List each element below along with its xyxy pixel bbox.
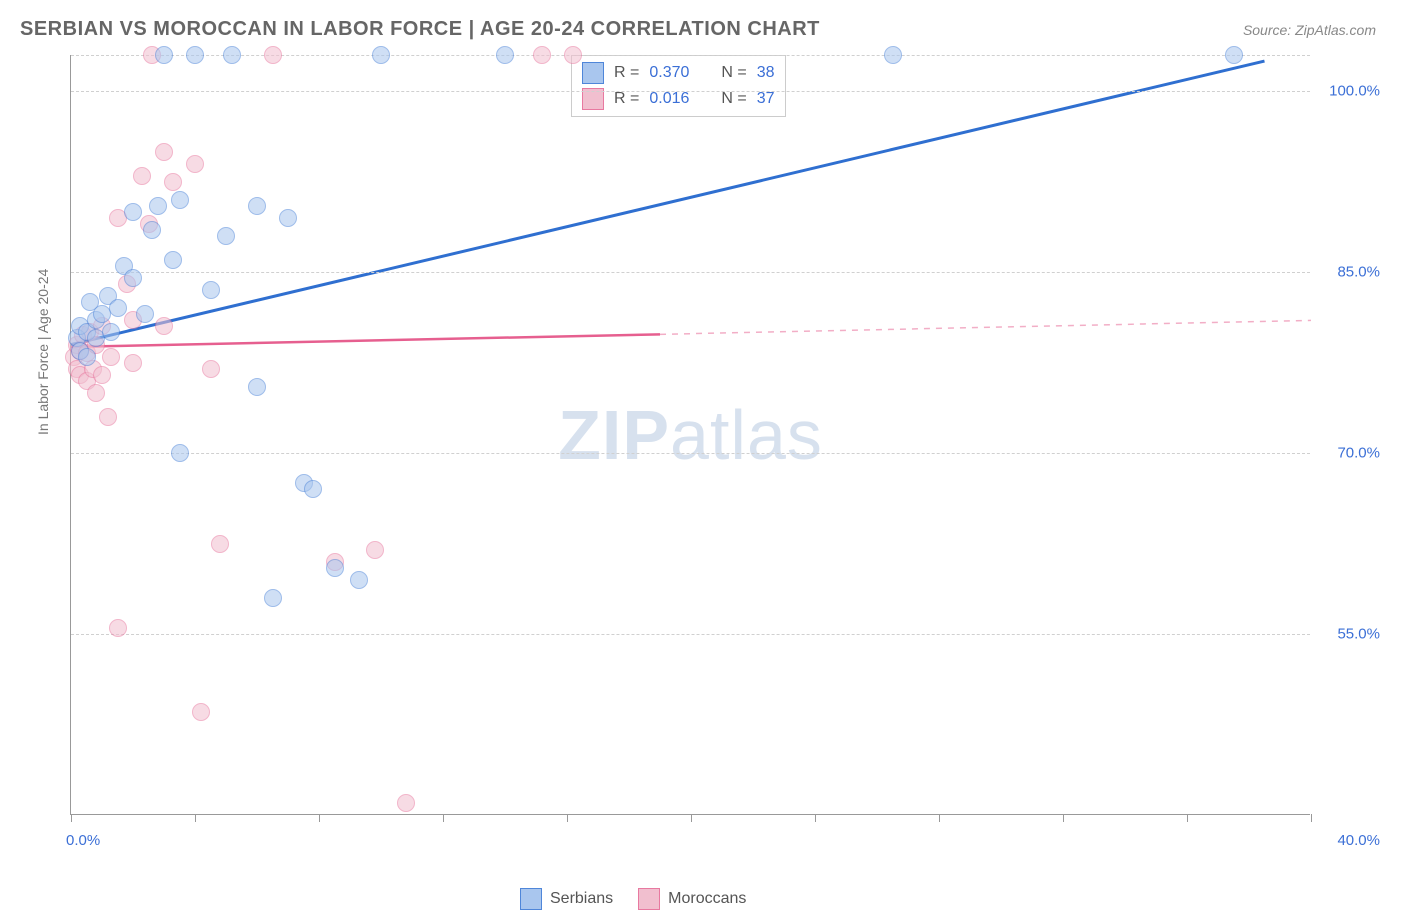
point-moroccan: [155, 143, 173, 161]
legend-item-moroccans: Moroccans: [638, 888, 746, 910]
point-serbian: [496, 46, 514, 64]
chart-title: SERBIAN VS MOROCCAN IN LABOR FORCE | AGE…: [20, 18, 820, 41]
point-serbian: [248, 197, 266, 215]
point-serbian: [164, 251, 182, 269]
legend-row-serbians: R = 0.370 N = 38: [582, 60, 775, 86]
point-serbian: [171, 444, 189, 462]
x-tick-label: 0.0%: [66, 832, 100, 849]
gridline: [71, 272, 1310, 273]
point-serbian: [217, 227, 235, 245]
point-moroccan: [133, 167, 151, 185]
x-tick: [319, 814, 320, 822]
chart-header: SERBIAN VS MOROCCAN IN LABOR FORCE | AGE…: [0, 0, 1406, 49]
gridline: [71, 634, 1310, 635]
x-tick: [1187, 814, 1188, 822]
point-moroccan: [124, 354, 142, 372]
point-moroccan: [186, 155, 204, 173]
gridline: [71, 453, 1310, 454]
point-serbian: [155, 46, 173, 64]
point-serbian: [136, 305, 154, 323]
gridline: [71, 91, 1310, 92]
point-moroccan: [93, 366, 111, 384]
point-serbian: [884, 46, 902, 64]
x-tick: [1063, 814, 1064, 822]
plot-area: ZIPatlas R = 0.370 N = 38 R = 0.016 N = …: [70, 55, 1310, 815]
x-tick: [939, 814, 940, 822]
x-tick: [815, 814, 816, 822]
swatch-serbians: [582, 62, 604, 84]
x-tick: [71, 814, 72, 822]
point-moroccan: [102, 348, 120, 366]
y-tick-label: 100.0%: [1320, 83, 1380, 100]
point-serbian: [372, 46, 390, 64]
point-moroccan: [397, 794, 415, 812]
point-serbian: [109, 299, 127, 317]
point-serbian: [264, 589, 282, 607]
point-serbian: [149, 197, 167, 215]
point-serbian: [1225, 46, 1243, 64]
point-serbian: [78, 348, 96, 366]
point-serbian: [171, 191, 189, 209]
point-moroccan: [366, 541, 384, 559]
point-moroccan: [99, 408, 117, 426]
swatch-moroccans-icon: [638, 888, 660, 910]
y-axis-label: In Labor Force | Age 20-24: [35, 269, 51, 435]
chart-container: In Labor Force | Age 20-24 ZIPatlas R = …: [20, 55, 1386, 875]
point-moroccan: [533, 46, 551, 64]
legend-item-serbians: Serbians: [520, 888, 613, 910]
x-tick: [567, 814, 568, 822]
chart-source: Source: ZipAtlas.com: [1243, 22, 1376, 38]
x-tick: [443, 814, 444, 822]
point-serbian: [326, 559, 344, 577]
point-serbian: [202, 281, 220, 299]
point-serbian: [186, 46, 204, 64]
x-tick-label: 40.0%: [1337, 832, 1380, 849]
point-moroccan: [564, 46, 582, 64]
swatch-serbians-icon: [520, 888, 542, 910]
point-serbian: [124, 269, 142, 287]
point-serbian: [223, 46, 241, 64]
x-tick: [691, 814, 692, 822]
point-moroccan: [211, 535, 229, 553]
y-tick-label: 55.0%: [1320, 626, 1380, 643]
legend-row-moroccans: R = 0.016 N = 37: [582, 86, 775, 112]
x-tick: [1311, 814, 1312, 822]
regression-lines: [71, 55, 1310, 814]
y-tick-label: 70.0%: [1320, 445, 1380, 462]
series-legend: Serbians Moroccans: [520, 888, 746, 910]
point-moroccan: [264, 46, 282, 64]
y-tick-label: 85.0%: [1320, 264, 1380, 281]
point-serbian: [304, 480, 322, 498]
point-moroccan: [87, 384, 105, 402]
x-tick: [195, 814, 196, 822]
correlation-legend: R = 0.370 N = 38 R = 0.016 N = 37: [571, 55, 786, 117]
point-serbian: [124, 203, 142, 221]
point-serbian: [102, 323, 120, 341]
point-moroccan: [155, 317, 173, 335]
watermark: ZIPatlas: [558, 395, 823, 475]
point-serbian: [248, 378, 266, 396]
point-serbian: [279, 209, 297, 227]
point-moroccan: [164, 173, 182, 191]
point-moroccan: [109, 619, 127, 637]
point-serbian: [350, 571, 368, 589]
point-moroccan: [202, 360, 220, 378]
gridline: [71, 55, 1310, 56]
point-serbian: [143, 221, 161, 239]
point-moroccan: [192, 703, 210, 721]
